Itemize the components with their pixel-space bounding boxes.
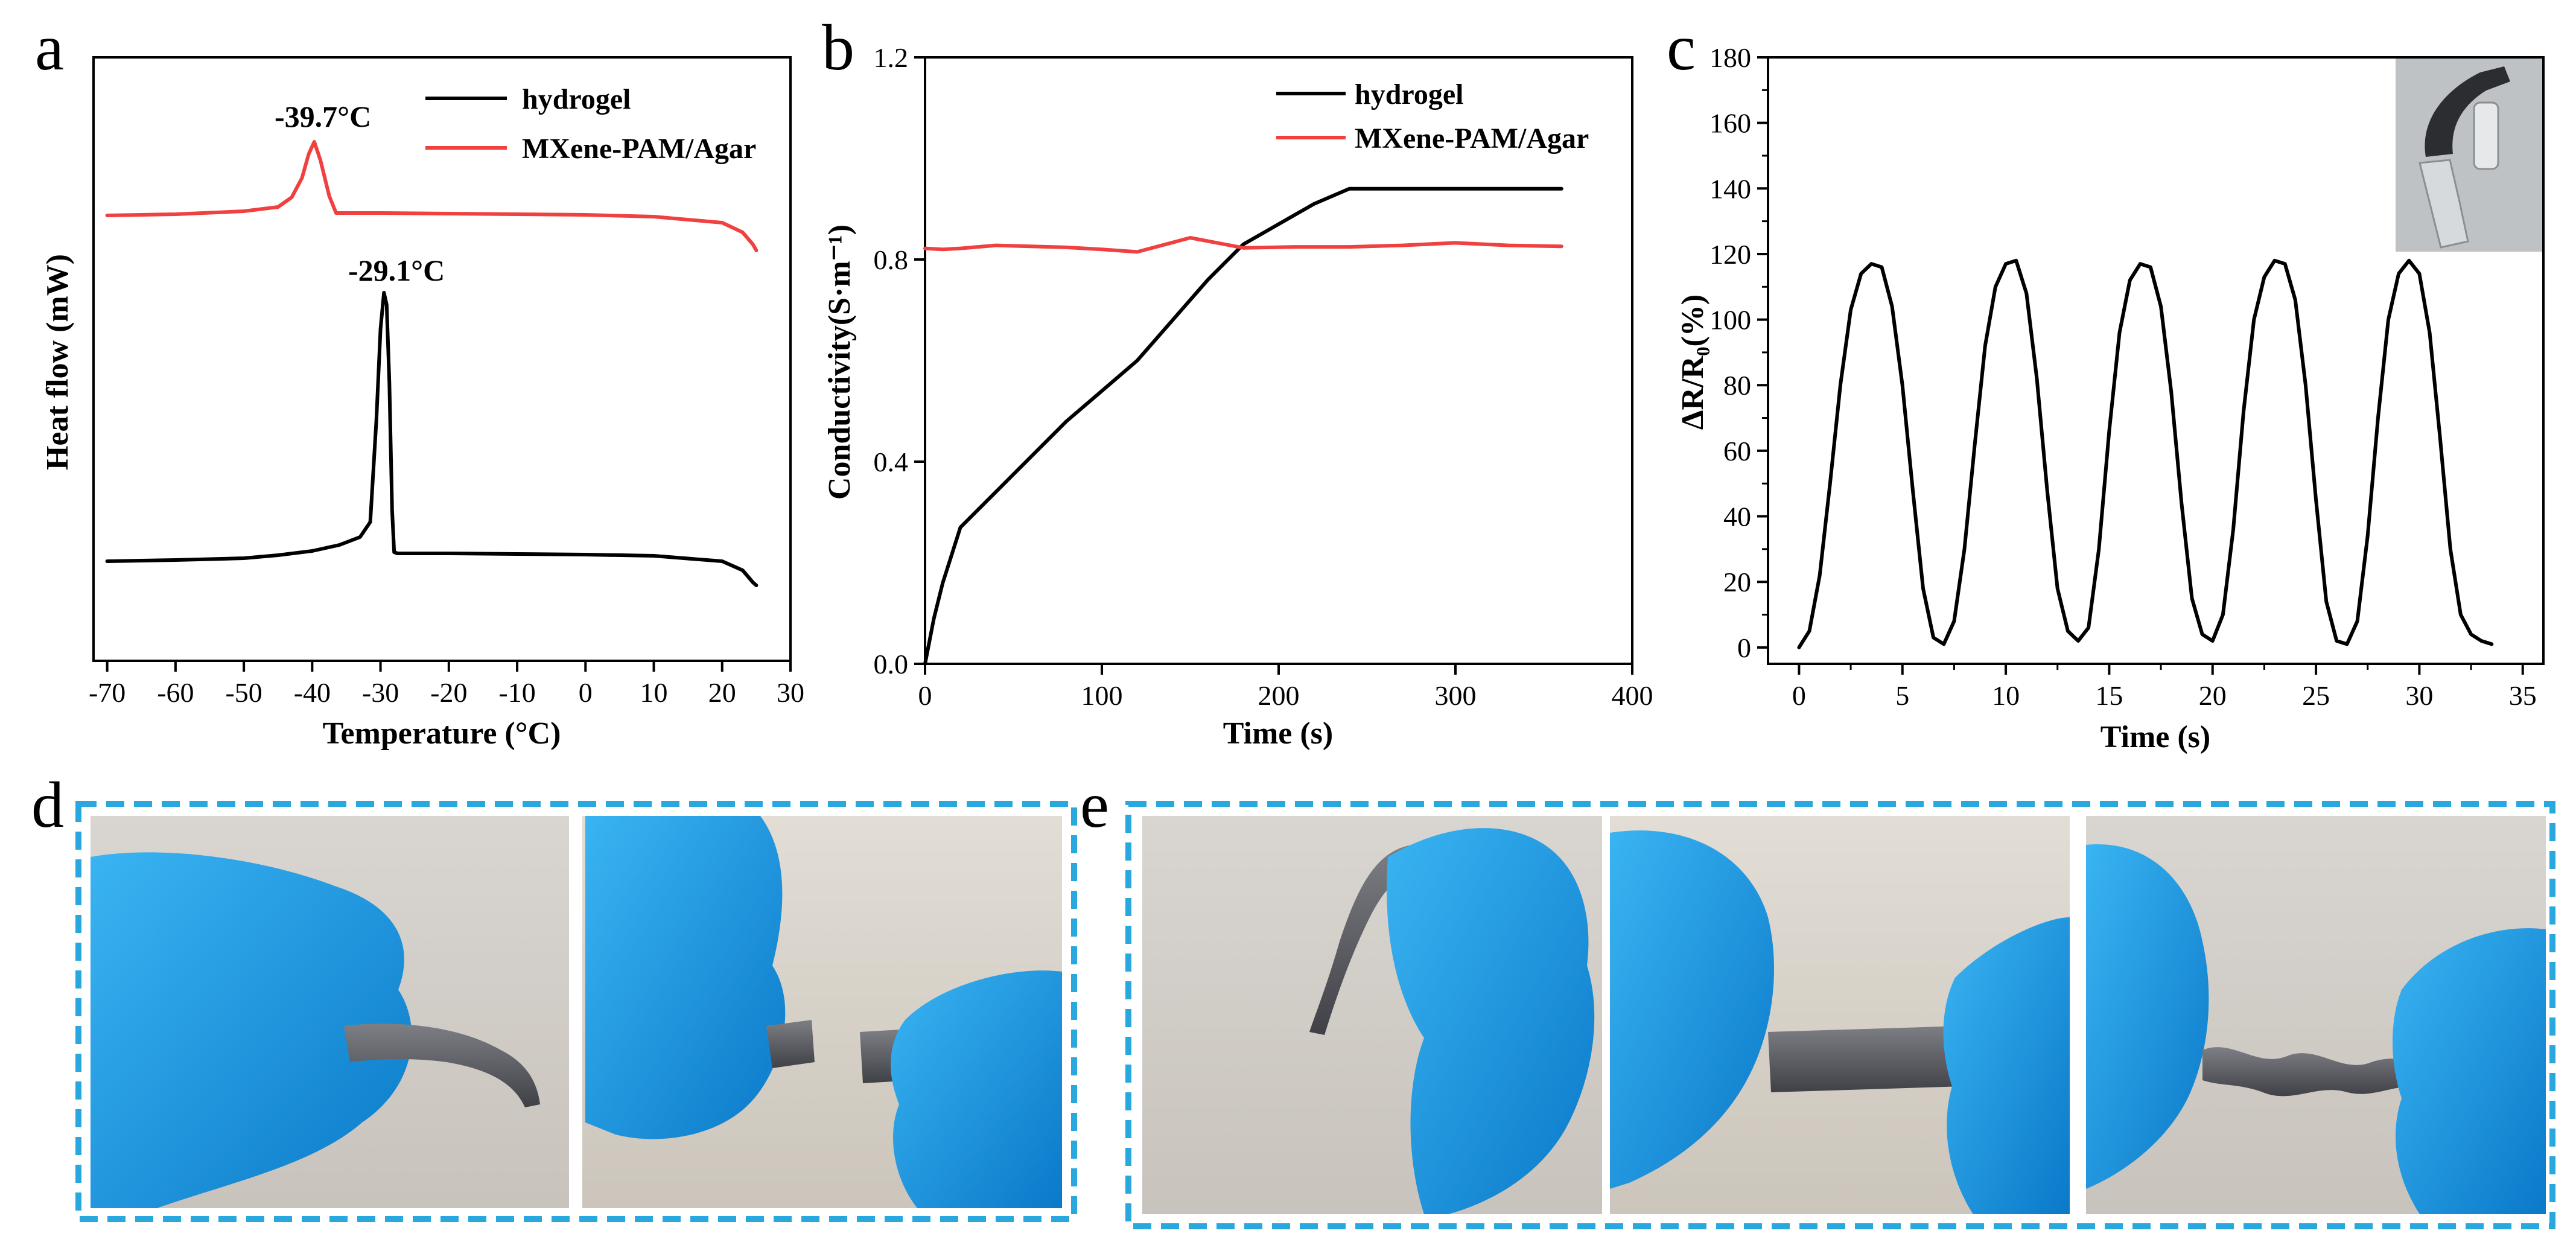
annotation-peak-mxene: -39.7°C — [275, 100, 371, 133]
legend-a-mxene-label: MXene-PAM/Agar — [522, 133, 756, 165]
x-tick-label-c-6: 30 — [2405, 680, 2433, 711]
x-tick-label-c-7: 35 — [2509, 680, 2537, 711]
panel-d-photos: d — [31, 769, 1077, 1222]
photo-e-right-gel-twisted — [2202, 1047, 2414, 1097]
panel-a-series — [105, 140, 758, 587]
photo-e-right-glove-left — [2086, 844, 2209, 1189]
legend-b-hydrogel-label: hydrogel — [1355, 78, 1463, 110]
x-tick-label-a-5: -20 — [430, 677, 467, 708]
x-tick-label-c-4: 20 — [2199, 680, 2227, 711]
photo-d-left — [91, 816, 569, 1208]
photo-e-left-glove — [1387, 828, 1595, 1214]
y-tick-label-c-8: 160 — [1709, 108, 1751, 139]
photo-d-right-glove-right — [891, 970, 1062, 1208]
x-tick-label-b-4: 400 — [1612, 680, 1653, 711]
panel-c-xlabel: Time (s) — [2101, 720, 2210, 754]
y-tick-label-c-9: 180 — [1709, 42, 1751, 73]
photo-e-mid-glove-left — [1610, 830, 1774, 1189]
panel-c-series — [1797, 258, 2494, 649]
y-tick-label-b-0: 0.0 — [874, 649, 909, 680]
x-tick-label-a-9: 20 — [708, 677, 736, 708]
inset-joint-segment — [2473, 101, 2499, 170]
photo-e-right-glove-right — [2393, 928, 2546, 1214]
panel-c-axes-frame — [1767, 56, 2545, 665]
x-tick-label-c-1: 5 — [1895, 680, 1909, 711]
x-tick-label-b-0: 0 — [918, 680, 932, 711]
photo-e-mid-glove-right — [1943, 917, 2070, 1214]
panel-label-c: c — [1667, 12, 1696, 84]
panel-a-axes-frame — [92, 56, 792, 662]
panel-c-ylabel: ΔR/R₀(%) — [1676, 294, 1710, 430]
panel-e-photos: e — [1080, 769, 2555, 1229]
panel-a-chart: a -70 -60 -50 -40 -30 -20 -10 0 10 20 30 hydrogel … — [35, 12, 804, 751]
panel-label-b: b — [822, 12, 854, 84]
x-tick-label-c-2: 10 — [1992, 680, 2020, 711]
series-c-response — [1797, 258, 2494, 649]
panel-c-chart: c 0 5 10 15 20 25 30 35 0 20 40 60 80 100 120 140 160 180… — [1667, 12, 2545, 754]
panel-b-series — [923, 186, 1563, 666]
x-tick-label-a-3: -40 — [294, 677, 331, 708]
x-tick-label-b-3: 300 — [1435, 680, 1477, 711]
x-tick-label-a-1: -60 — [157, 677, 194, 708]
photo-e-left — [1142, 816, 1602, 1214]
inset-photo — [2396, 59, 2542, 252]
x-tick-label-a-8: 10 — [640, 677, 668, 708]
photo-d-right — [582, 816, 1062, 1208]
x-tick-label-a-6: -10 — [498, 677, 535, 708]
photo-d-right-glove-left — [585, 816, 786, 1139]
y-tick-label-b-1: 0.4 — [874, 447, 909, 477]
panel-d-frame — [75, 801, 1077, 1222]
legend-b-mxene-label: MXene-PAM/Agar — [1355, 123, 1589, 154]
x-tick-label-a-10: 30 — [777, 677, 804, 708]
panel-b-ticks: 0 100 200 300 400 0.0 0.4 0.8 1.2 — [874, 42, 1653, 711]
panel-label-e: e — [1080, 769, 1109, 841]
series-b-hydrogel — [923, 186, 1563, 666]
panel-e-frame — [1125, 801, 2555, 1229]
inset-joint-dark — [2425, 66, 2510, 157]
panel-a-ylabel: Heat flow (mW) — [40, 254, 75, 470]
x-tick-label-c-0: 0 — [1792, 680, 1806, 711]
y-tick-label-c-4: 80 — [1723, 370, 1751, 401]
x-tick-label-a-0: -70 — [89, 677, 126, 708]
photo-e-right — [2086, 816, 2546, 1214]
photo-d-left-gel — [344, 1024, 540, 1107]
x-tick-label-c-5: 25 — [2302, 680, 2330, 711]
series-b-mxene-pam-agar — [923, 236, 1563, 254]
x-tick-label-a-2: -50 — [225, 677, 262, 708]
photo-e-mid-gel — [1768, 1026, 1964, 1092]
photo-e-mid — [1610, 816, 2070, 1214]
y-tick-label-c-7: 140 — [1709, 173, 1751, 204]
y-tick-label-c-6: 120 — [1709, 239, 1751, 270]
inset-joint-metal — [2419, 159, 2469, 249]
panel-label-d: d — [31, 769, 64, 841]
legend-a-hydrogel-label: hydrogel — [522, 83, 631, 115]
panel-b-ylabel: Conductivity(S·m⁻¹) — [822, 224, 857, 500]
photo-d-left-glove — [91, 852, 412, 1208]
y-tick-label-c-5: 100 — [1709, 305, 1751, 336]
y-tick-label-c-2: 40 — [1723, 501, 1751, 532]
series-a-hydrogel — [105, 291, 758, 587]
photo-e-left-gel — [1309, 845, 1415, 1035]
x-tick-label-b-1: 100 — [1081, 680, 1123, 711]
x-tick-label-a-7: 0 — [579, 677, 593, 708]
panel-label-a: a — [35, 12, 64, 84]
y-tick-label-b-2: 0.8 — [874, 244, 909, 275]
x-tick-label-b-2: 200 — [1258, 680, 1300, 711]
y-tick-label-c-0: 0 — [1737, 632, 1751, 663]
x-tick-label-c-3: 15 — [2095, 680, 2123, 711]
panel-a-xlabel: Temperature (°C) — [323, 716, 561, 751]
y-tick-label-c-3: 60 — [1723, 436, 1751, 466]
series-a-mxene-pam-agar — [105, 140, 758, 252]
photo-d-right-gel-piece-left — [766, 1020, 815, 1068]
y-tick-label-c-1: 20 — [1723, 567, 1751, 597]
panel-b-chart: b 0 100 200 300 400 0.0 0.4 0.8 1.2 hydrogel MXe… — [822, 12, 1653, 751]
panel-c-ticks: 0 5 10 15 20 25 30 35 0 20 40 60 80 100 120 140 160 180 — [1709, 42, 2537, 711]
annotation-peak-hydrogel: -29.1°C — [348, 253, 445, 287]
x-tick-label-a-4: -30 — [362, 677, 399, 708]
panel-a-x-ticks: -70 -60 -50 -40 -30 -20 -10 0 10 20 30 — [89, 661, 804, 708]
y-tick-label-b-3: 1.2 — [874, 42, 909, 73]
panel-b-xlabel: Time (s) — [1223, 716, 1333, 751]
